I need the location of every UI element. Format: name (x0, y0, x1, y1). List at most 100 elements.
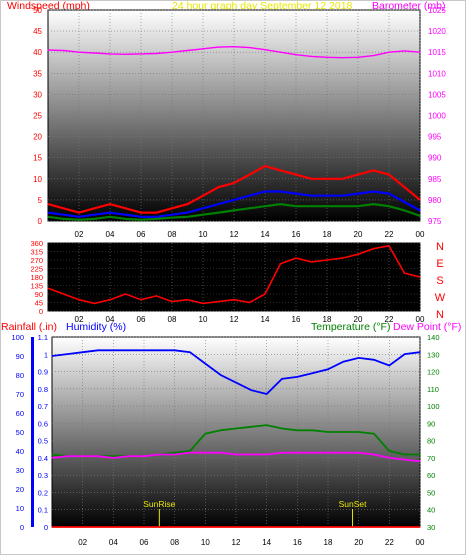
data-point (233, 299, 235, 301)
data-point (310, 205, 313, 207)
data-point (279, 190, 282, 193)
wind-direction-tick-label: 270 (30, 256, 43, 265)
data-point (82, 455, 84, 457)
data-point (62, 218, 65, 220)
data-point (78, 51, 80, 53)
data-point (403, 201, 406, 203)
hour-tick-label: 22 (385, 230, 394, 239)
data-point (109, 299, 111, 301)
data-point (388, 450, 390, 452)
data-point (189, 450, 191, 452)
data-point (357, 174, 359, 176)
data-point (281, 526, 283, 528)
data-point (78, 212, 80, 214)
hour-tick-label: 08 (168, 315, 177, 324)
data-point (174, 526, 176, 528)
data-point (47, 203, 49, 205)
temperature-tick-label: 30 (427, 523, 435, 532)
data-point (186, 299, 189, 301)
data-point (220, 374, 222, 376)
data-point (217, 212, 220, 214)
wind-direction-tick-label: 180 (30, 273, 43, 282)
data-point (109, 212, 111, 214)
hour-tick-label: 12 (230, 230, 239, 239)
rainfall-tick-label: 0.4 (38, 454, 48, 463)
data-point (217, 301, 220, 303)
data-point (186, 49, 189, 52)
hour-tick-label: 06 (137, 315, 146, 324)
windspeed-tick-labels: 0 5 10 15 20 25 30 35 40 45 50 (33, 6, 42, 226)
data-point (220, 429, 222, 431)
panel3-series (51, 349, 421, 528)
hour-tick-label: 08 (170, 538, 179, 547)
data-point (158, 453, 160, 456)
data-point (419, 351, 421, 353)
hour-tick-label: 14 (261, 315, 270, 324)
data-point (358, 452, 360, 454)
data-point (235, 382, 237, 384)
data-point (419, 51, 421, 53)
data-point (143, 349, 145, 351)
data-point (295, 174, 297, 176)
hour-tick-label: 02 (75, 315, 84, 324)
data-point (128, 349, 130, 351)
graph-date-title: 24 hour graph day September 12 2018 (172, 0, 353, 12)
data-point (248, 207, 251, 209)
data-point (266, 424, 268, 426)
data-point (143, 526, 145, 528)
data-point (419, 215, 421, 217)
data-point (109, 203, 111, 205)
data-point (326, 56, 328, 58)
data-point (296, 526, 298, 528)
data-point (312, 452, 314, 454)
compass-label: N (436, 241, 444, 253)
wind-direction-tick-label: 45 (35, 299, 43, 308)
data-point (372, 169, 375, 171)
data-point (202, 195, 204, 197)
data-point (310, 261, 313, 263)
data-point (66, 455, 68, 457)
panel1-gridlines (48, 9, 421, 222)
data-point (264, 205, 266, 207)
temperature-tick-label: 140 (427, 333, 440, 342)
windspeed-tick-label: 15 (33, 154, 42, 163)
data-point (296, 429, 298, 431)
humidity-tick-labels: 0 10 20 30 40 50 60 70 80 90 100 (11, 333, 24, 532)
data-point (372, 203, 375, 205)
data-point (155, 212, 158, 214)
data-point (264, 293, 266, 295)
data-point (373, 453, 375, 456)
wind-direction-tick-label: 225 (30, 265, 43, 274)
data-point (419, 209, 421, 211)
sun-annotation-label: SunSet (339, 499, 368, 509)
data-point (78, 219, 80, 221)
data-point (404, 353, 406, 355)
data-point (341, 205, 344, 207)
data-point (358, 431, 360, 433)
data-point (93, 218, 96, 220)
data-point (296, 452, 298, 454)
data-point (202, 48, 204, 50)
data-point (327, 368, 329, 370)
data-point (186, 203, 189, 205)
data-point (235, 427, 237, 430)
dew-point-axis-title: Dew Point (°F) (393, 321, 461, 333)
data-point (189, 526, 191, 528)
data-point (373, 526, 375, 528)
humidity-tick-label: 80 (16, 371, 24, 380)
barometer-tick-label: 1005 (428, 90, 446, 99)
data-point (174, 452, 176, 454)
data-point (124, 218, 127, 220)
data-point (140, 212, 142, 214)
humidity-tick-label: 100 (11, 333, 24, 342)
data-point (295, 205, 297, 207)
data-point (112, 349, 114, 351)
temperature-tick-label: 130 (427, 350, 440, 359)
rainfall-tick-label: 0.2 (38, 488, 48, 497)
wind-direction-tick-label: 90 (35, 290, 43, 299)
data-point (310, 55, 313, 58)
temperature-tick-labels: 30 40 50 60 70 80 90 100 110 120 130 140 (427, 333, 440, 532)
data-point (47, 49, 49, 51)
wind-direction-tick-label: 315 (30, 248, 43, 257)
